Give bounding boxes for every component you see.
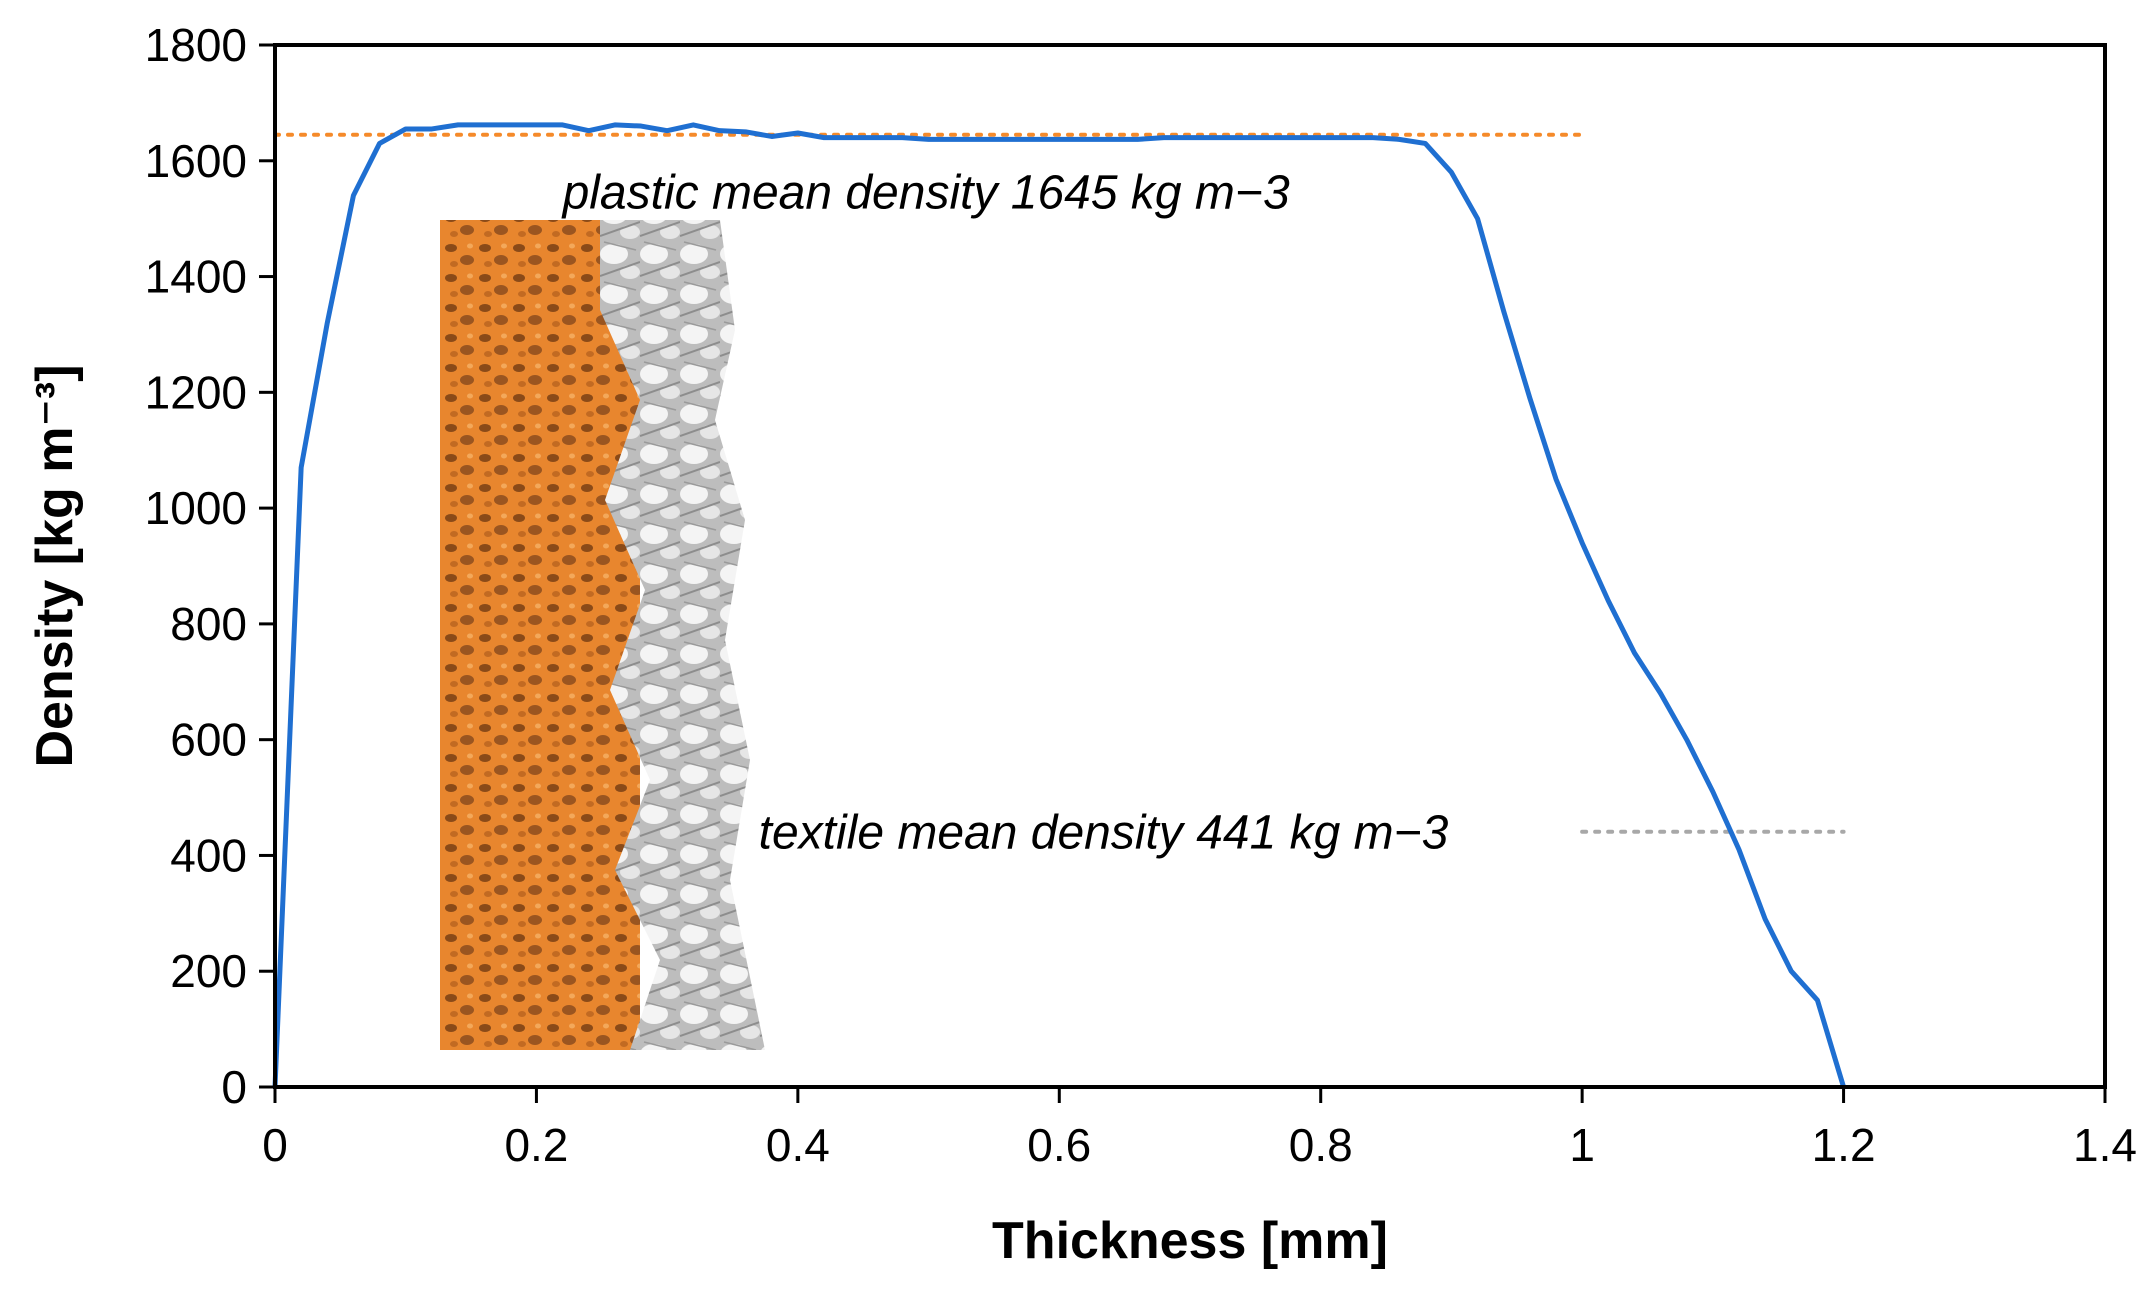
- x-axis-ticks: 0 0.2 0.4 0.6 0.8 1 1.2 1.4: [262, 1087, 2137, 1171]
- annotations: plastic mean density 1645 kg m−3 textile …: [561, 167, 1449, 860]
- y-tick-label: 0: [221, 1061, 247, 1113]
- y-tick-label: 800: [170, 598, 247, 650]
- y-axis-ticks: 0 200 400 600 800 1000 1200 1400 1600 1800: [145, 19, 275, 1113]
- photo-plastic-layer: [440, 220, 640, 1050]
- y-tick-label: 1000: [145, 482, 247, 534]
- x-tick-label: 1.2: [1812, 1119, 1876, 1171]
- series-line-0: [272, 122, 1847, 1090]
- y-axis-title: Density [kg m⁻³]: [26, 364, 84, 767]
- y-tick-label: 1600: [145, 135, 247, 187]
- x-tick-label: 0.4: [766, 1119, 830, 1171]
- sample-photo-inset: [440, 220, 765, 1050]
- x-tick-label: 0: [262, 1119, 288, 1171]
- series-layer: [272, 122, 1847, 1090]
- x-tick-label: 1: [1569, 1119, 1595, 1171]
- x-tick-label: 0.8: [1289, 1119, 1353, 1171]
- y-tick-label: 600: [170, 714, 247, 766]
- y-tick-label: 400: [170, 829, 247, 881]
- x-tick-label: 1.4: [2073, 1119, 2137, 1171]
- plot-frame: [273, 43, 2107, 1089]
- photo-textile-layer: [600, 220, 765, 1050]
- y-tick-label: 200: [170, 945, 247, 997]
- x-tick-label: 0.6: [1027, 1119, 1091, 1171]
- reference-label-1: textile mean density 441 kg m−3: [759, 806, 1449, 859]
- reference-lines: [273, 132, 1846, 834]
- y-tick-label: 1800: [145, 19, 247, 71]
- x-tick-label: 0.2: [504, 1119, 568, 1171]
- reference-label-0: plastic mean density 1645 kg m−3: [561, 167, 1290, 220]
- y-tick-label: 1200: [145, 366, 247, 418]
- x-axis-title: Thickness [mm]: [992, 1212, 1388, 1270]
- y-tick-label: 1400: [145, 251, 247, 303]
